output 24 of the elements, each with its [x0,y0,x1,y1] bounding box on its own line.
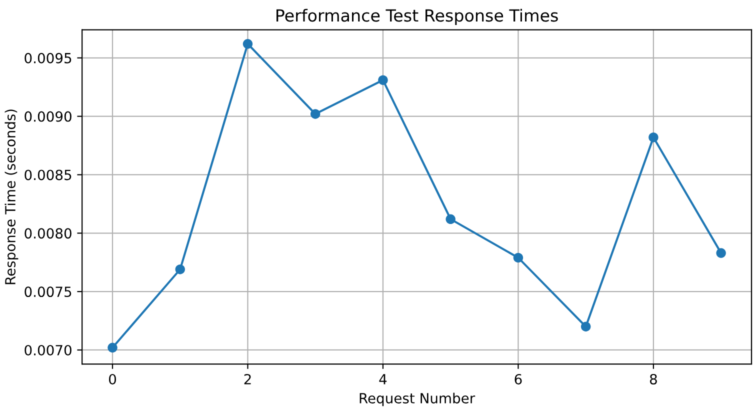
x-tick-label: 0 [109,374,116,384]
point [108,342,118,353]
x-tick-label: 6 [514,374,522,384]
point [242,39,253,49]
chart-title: Performance Test Response Times [276,8,558,25]
point [648,132,658,142]
x-tick-label: 2 [244,374,251,384]
y-axis-title: Response Time (seconds) [4,110,18,284]
y-tick-label: 0.0085 [24,170,72,180]
x-axis-title: Request Number [360,392,476,406]
point [378,75,388,85]
y-tick-label: 0.0070 [24,344,72,356]
y-tick-label: 0.0095 [24,52,72,64]
point [175,264,185,274]
y-tick-label: 0.0080 [24,228,72,239]
y-tick-label: 0.0090 [24,111,72,122]
point [716,248,726,258]
x-tick-label: 4 [379,374,387,384]
point [580,322,591,332]
x-tick-label: 8 [650,374,657,384]
point [310,109,320,119]
y-tick-label: 0.0075 [24,286,72,298]
point [446,214,456,224]
point [513,252,524,263]
